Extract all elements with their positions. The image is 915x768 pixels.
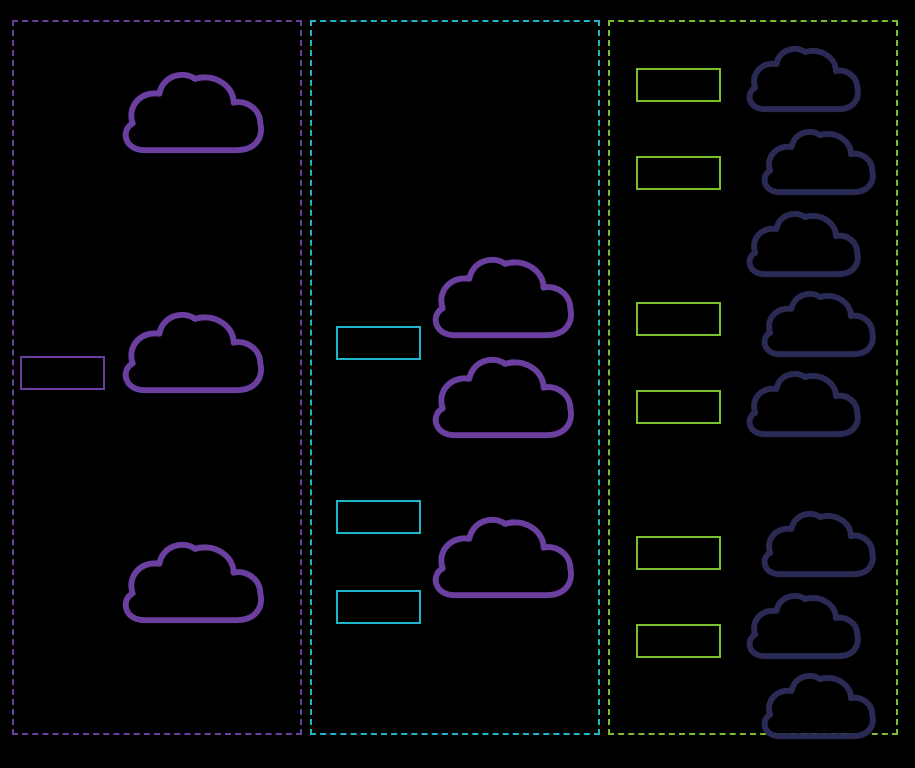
box-mid-1 (336, 326, 421, 360)
cloud-left-bot (120, 540, 270, 635)
box-left-1 (20, 356, 105, 390)
cloud-left-top (120, 70, 270, 165)
cloud-right-6 (760, 510, 880, 586)
cloud-right-8 (760, 672, 880, 748)
box-right-1 (636, 68, 721, 102)
box-right-2 (636, 156, 721, 190)
cloud-mid-3 (430, 515, 580, 610)
cloud-mid-2 (430, 355, 580, 450)
box-right-6 (636, 624, 721, 658)
diagram-stage (0, 0, 915, 768)
cloud-right-1 (745, 45, 865, 121)
cloud-right-7 (745, 592, 865, 668)
box-right-3 (636, 302, 721, 336)
cloud-mid-1 (430, 255, 580, 350)
cloud-left-mid (120, 310, 270, 405)
box-mid-3 (336, 590, 421, 624)
cloud-right-3 (745, 210, 865, 286)
cloud-right-5 (745, 370, 865, 446)
box-mid-2 (336, 500, 421, 534)
cloud-right-2 (760, 128, 880, 204)
box-right-5 (636, 536, 721, 570)
cloud-right-4 (760, 290, 880, 366)
box-right-4 (636, 390, 721, 424)
